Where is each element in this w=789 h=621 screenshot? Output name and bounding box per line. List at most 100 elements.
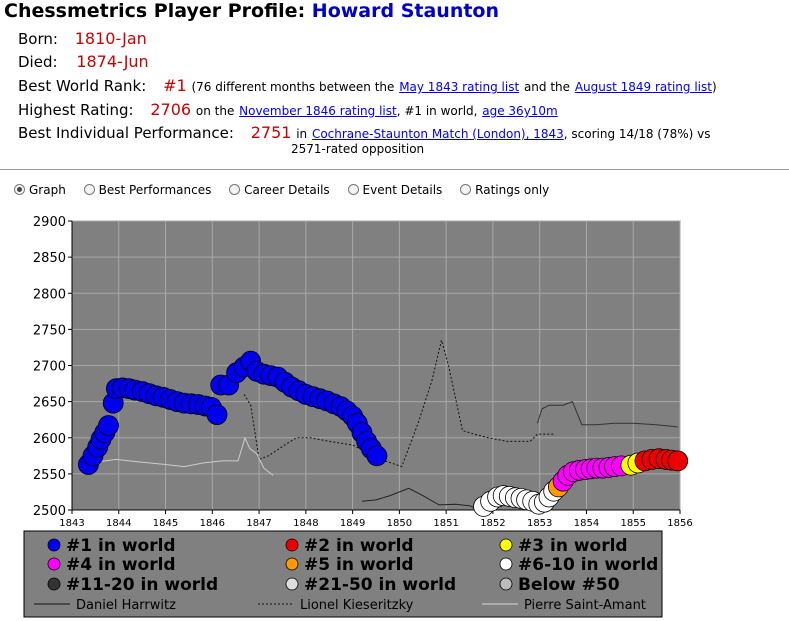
highest-text1: on the [195, 104, 235, 118]
tab-ratings-only[interactable]: Ratings only [460, 183, 549, 197]
november-1846-link[interactable]: November 1846 rating list [239, 104, 397, 118]
x-tick-label: 1854 [574, 518, 599, 529]
x-tick-label: 1856 [667, 518, 692, 529]
x-tick-label: 1843 [59, 518, 84, 529]
age-link[interactable]: age 36y10m [482, 104, 558, 118]
radio-icon[interactable] [14, 184, 25, 195]
y-tick-label: 2700 [33, 360, 66, 375]
rating-point [667, 450, 689, 472]
y-tick-label: 2850 [33, 251, 66, 266]
legend-box [23, 530, 663, 618]
y-tick-label: 2750 [33, 323, 66, 338]
legend-marker [285, 538, 299, 552]
tab-best-performances[interactable]: Best Performances [83, 183, 212, 197]
rating-point [98, 415, 119, 436]
best-rank-text3: ) [711, 80, 717, 94]
legend-line-label: Lionel Kieseritzky [300, 598, 414, 613]
best-rank-label: Best World Rank: [18, 77, 147, 95]
x-tick-label: 1855 [621, 518, 646, 529]
tab-career-details[interactable]: Career Details [229, 183, 330, 197]
born-value: 1810-Jan [74, 29, 147, 48]
perf-value: 2751 [250, 123, 292, 142]
radio-icon[interactable] [229, 184, 241, 195]
x-tick-label: 1850 [387, 518, 412, 529]
y-tick-label: 2600 [33, 432, 66, 447]
august-1849-link[interactable]: August 1849 rating list [574, 80, 712, 94]
x-tick-label: 1849 [340, 518, 365, 529]
legend-label: #6-10 in world [518, 555, 658, 575]
legend-label: #1 in world [66, 536, 176, 556]
x-tick-label: 1852 [480, 518, 505, 529]
radio-icon[interactable] [347, 184, 359, 195]
legend-label: #11-20 in world [66, 575, 218, 595]
born-row: Born: 1810-Jan [18, 29, 147, 48]
best-rank-value: #1 [163, 76, 187, 95]
legend-marker [499, 577, 513, 591]
tab-event-details[interactable]: Event Details [347, 183, 443, 197]
legend-line-label: Daniel Harrwitz [76, 598, 176, 613]
best-rank-row: Best World Rank: #1 (76 different months… [18, 76, 717, 95]
page-title: Chessmetrics Player Profile: Howard Stau… [4, 0, 499, 22]
legend-marker [499, 557, 513, 571]
y-tick-label: 2650 [33, 396, 66, 411]
y-tick-label: 2550 [33, 468, 66, 483]
y-tick-label: 2900 [33, 215, 66, 230]
cochrane-staunton-link[interactable]: Cochrane-Staunton Match (London), 1843 [311, 127, 564, 141]
died-value: 1874-Jun [76, 52, 149, 71]
tab-graph[interactable]: Graph [14, 183, 66, 197]
best-performance-row: Best Individual Performance: 2751 in Coc… [18, 123, 711, 142]
highest-text2: , #1 in world, [396, 104, 478, 118]
x-tick-label: 1846 [200, 518, 225, 529]
view-tabs: Graph Best Performances Career Details E… [14, 183, 563, 197]
legend-marker [47, 577, 61, 591]
tab-label: Career Details [244, 183, 330, 197]
title-prefix: Chessmetrics Player Profile: [4, 0, 306, 22]
legend-marker [47, 538, 61, 552]
legend-label: #2 in world [304, 536, 414, 556]
perf-text1: in [296, 127, 308, 141]
player-name: Howard Staunton [311, 0, 500, 22]
x-tick-label: 1848 [293, 518, 318, 529]
legend-label: #21-50 in world [304, 575, 456, 595]
legend-marker [47, 557, 61, 571]
radio-icon[interactable] [460, 184, 472, 195]
series-line-lionel-kieseritzky [243, 340, 554, 468]
born-label: Born: [18, 30, 58, 48]
x-tick-label: 1847 [246, 518, 271, 529]
perf-label: Best Individual Performance: [18, 124, 234, 142]
x-tick-label: 1851 [433, 518, 458, 529]
rating-point [366, 445, 388, 467]
series-line-daniel-harrwitz-2 [536, 400, 678, 428]
died-label: Died: [18, 53, 58, 71]
header-divider [0, 169, 789, 170]
highest-label: Highest Rating: [18, 101, 134, 119]
series-line-pierre-saint-amant [88, 436, 274, 476]
tab-label: Ratings only [475, 183, 550, 197]
legend-line-label: Pierre Saint-Amant [524, 598, 646, 613]
y-tick-label: 2500 [33, 504, 66, 519]
legend-label: #4 in world [66, 555, 176, 575]
x-tick-label: 1845 [153, 518, 178, 529]
highest-rating-row: Highest Rating: 2706 on the November 184… [18, 100, 558, 119]
x-tick-label: 1853 [527, 518, 552, 529]
legend-marker [285, 557, 299, 571]
legend-marker [499, 538, 513, 552]
highest-value: 2706 [150, 100, 192, 119]
tab-label: Event Details [362, 183, 443, 197]
legend-label: Below #50 [518, 575, 620, 595]
y-tick-label: 2800 [33, 287, 66, 302]
legend-label: #3 in world [518, 536, 628, 556]
series-line-daniel-harrwitz [361, 487, 480, 511]
may-1843-link[interactable]: May 1843 rating list [399, 80, 520, 94]
died-row: Died: 1874-Jun [18, 52, 149, 71]
rating-point [206, 404, 228, 426]
radio-icon[interactable] [83, 184, 95, 195]
legend-label: #5 in world [304, 555, 414, 575]
perf-text2: , scoring 14/18 (78%) vs [563, 127, 711, 141]
best-rank-text1: (76 different months between the [191, 80, 395, 94]
tab-label: Best Performances [98, 183, 212, 197]
perf-text3: 2571-rated opposition [291, 142, 425, 156]
x-tick-label: 1844 [106, 518, 131, 529]
tab-label: Graph [29, 183, 66, 197]
